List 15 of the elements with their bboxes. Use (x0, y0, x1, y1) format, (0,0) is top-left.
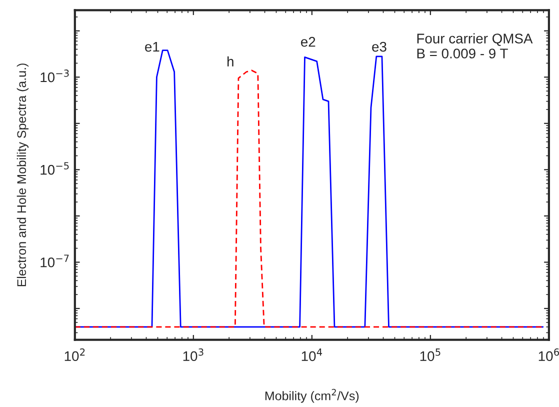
y-tick-label: 10$^{−7}$ (40, 254, 69, 268)
annotation: e1 (145, 42, 160, 52)
x-tick-label: 10$^{4}$ (302, 348, 322, 362)
annotation: e2 (300, 36, 316, 47)
y-tick-label: 10$^{−5}$ (40, 162, 69, 175)
x-tick-label: 10$^{3}$ (183, 348, 204, 362)
x-axis-title: Mobility (cm$^{2}$/Vs) (265, 388, 359, 403)
annotation: e3 (372, 42, 386, 52)
annotation: h (227, 56, 234, 66)
x-tick-label: 10$^{5}$ (420, 348, 440, 362)
y-tick-label: 10$^{−3}$ (40, 70, 69, 82)
x-tick-label: 10$^{2}$ (64, 348, 85, 362)
y-axis-title: Electron and Hole Mobility Spectra (a.u.) (16, 64, 29, 286)
x-tick-label: 10$^{6}$ (538, 348, 559, 362)
annotation: Four carrier QMSA B = 0.009 - 9 T (417, 33, 533, 58)
